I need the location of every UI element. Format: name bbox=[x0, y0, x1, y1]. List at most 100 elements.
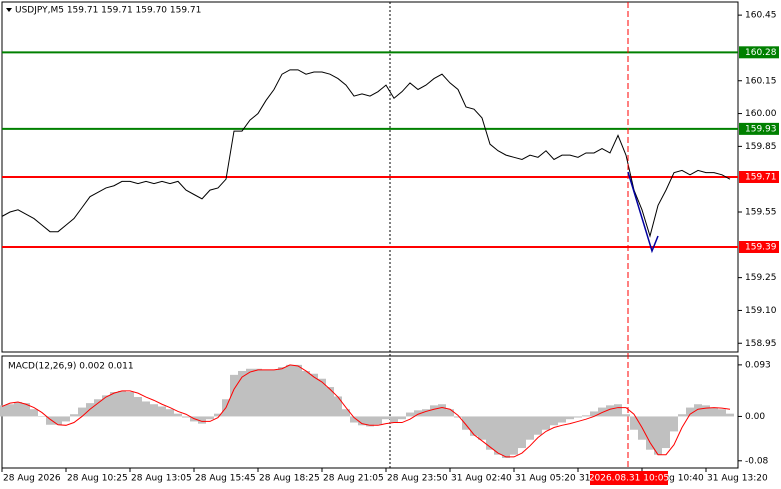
histogram-bar bbox=[174, 413, 182, 417]
histogram-bar bbox=[606, 405, 614, 417]
histogram-bar bbox=[654, 416, 662, 455]
x-tick-label: 31 Aug 10:40 bbox=[643, 474, 704, 484]
histogram-bar bbox=[422, 409, 430, 417]
histogram-bar bbox=[662, 416, 670, 449]
histogram-bar bbox=[398, 416, 406, 420]
x-tick-label: 31 Aug 02:40 bbox=[451, 474, 512, 484]
histogram-bar bbox=[102, 395, 110, 417]
histogram-bar bbox=[342, 409, 350, 417]
y-tick-label: 0.00 bbox=[745, 412, 765, 422]
histogram-bar bbox=[278, 367, 286, 417]
histogram-bar bbox=[262, 369, 270, 417]
histogram-bar bbox=[78, 407, 86, 417]
histogram-bar bbox=[0, 405, 6, 417]
histogram-bar bbox=[582, 415, 590, 417]
x-tick-label: 28 Aug 23:50 bbox=[387, 474, 448, 484]
histogram-bar bbox=[206, 416, 214, 420]
histogram-bar bbox=[246, 368, 254, 417]
histogram-bar bbox=[518, 416, 526, 449]
histogram-bar bbox=[470, 416, 478, 436]
histogram-bar bbox=[590, 411, 598, 417]
histogram-bar bbox=[558, 416, 566, 423]
histogram-bar bbox=[670, 416, 678, 432]
histogram-bar bbox=[230, 374, 238, 417]
histogram-bar bbox=[14, 402, 22, 417]
histogram-bar bbox=[118, 390, 126, 417]
y-tick-label: 158.95 bbox=[745, 339, 777, 349]
y-tick-label: 159.10 bbox=[745, 306, 777, 316]
y-tick-label: 160.00 bbox=[745, 109, 777, 119]
histogram-bar bbox=[566, 416, 574, 420]
histogram-bar bbox=[254, 368, 262, 417]
y-tick-label: 159.25 bbox=[745, 273, 777, 283]
histogram-bar bbox=[486, 416, 494, 450]
x-tick-label: 28 Aug 13:05 bbox=[131, 474, 192, 484]
x-tick-label: 28 Aug 15:45 bbox=[195, 474, 256, 484]
level-label: 159.93 bbox=[745, 124, 777, 134]
histogram-bar bbox=[158, 406, 166, 417]
histogram-bar bbox=[406, 412, 414, 417]
histogram-bar bbox=[326, 387, 334, 417]
histogram-bar bbox=[646, 416, 654, 450]
histogram-bar bbox=[318, 378, 326, 417]
histogram-bar bbox=[630, 416, 638, 430]
y-tick-label: 160.45 bbox=[745, 11, 777, 21]
histogram-bar bbox=[358, 416, 366, 426]
histogram-bar bbox=[182, 416, 190, 418]
histogram-bar bbox=[438, 404, 446, 417]
histogram-bar bbox=[38, 416, 46, 417]
histogram-bar bbox=[414, 410, 422, 417]
histogram-bar bbox=[30, 409, 38, 417]
histogram-bar bbox=[142, 401, 150, 417]
histogram-bar bbox=[46, 416, 54, 425]
x-tick-label: 28 Aug 21:05 bbox=[323, 474, 384, 484]
y-tick-label: -0.08 bbox=[745, 456, 769, 466]
histogram-bar bbox=[110, 392, 118, 417]
histogram-bar bbox=[286, 364, 294, 417]
x-tick-label: 28 Aug 10:25 bbox=[67, 474, 128, 484]
histogram-bar bbox=[150, 404, 158, 417]
histogram-bar bbox=[214, 413, 222, 417]
histogram-bar bbox=[310, 373, 318, 417]
trend-line bbox=[627, 171, 659, 254]
histogram-bar bbox=[622, 414, 630, 417]
histogram-bar bbox=[686, 407, 694, 417]
histogram-bar bbox=[502, 416, 510, 459]
level-label-box bbox=[739, 46, 779, 59]
histogram-bar bbox=[462, 416, 470, 430]
histogram-bar bbox=[574, 416, 582, 418]
x-tick-label: 31 Aug 13:20 bbox=[707, 474, 768, 484]
histogram-bar bbox=[334, 396, 342, 417]
crosshair-label-box bbox=[590, 471, 668, 485]
histogram-bar bbox=[374, 416, 382, 425]
histogram-bar bbox=[526, 416, 534, 440]
level-label-box bbox=[739, 122, 779, 135]
price-line bbox=[1, 69, 731, 238]
histogram-bar bbox=[134, 397, 142, 417]
histogram-bar bbox=[70, 414, 78, 417]
histogram-bar bbox=[430, 405, 438, 417]
x-tick-label: 28 Aug 18:25 bbox=[259, 474, 320, 484]
y-tick-label: 0.093 bbox=[745, 360, 771, 370]
histogram-bar bbox=[454, 416, 462, 418]
histogram-bar bbox=[614, 404, 622, 417]
level-label: 159.39 bbox=[745, 243, 777, 253]
histogram-bar bbox=[94, 399, 102, 417]
histogram-bar bbox=[678, 414, 686, 417]
x-tick-label: 28 Aug 2026 bbox=[3, 474, 61, 484]
histogram-bar bbox=[550, 416, 558, 426]
histogram-bar bbox=[350, 416, 358, 423]
histogram-bar bbox=[726, 413, 734, 417]
histogram-bar bbox=[382, 416, 390, 420]
histogram-bar bbox=[294, 364, 302, 417]
histogram-bar bbox=[534, 416, 542, 435]
histogram-bar bbox=[62, 416, 70, 422]
histogram-bar bbox=[542, 416, 550, 430]
chart-header: USDJPY,M5 159.71 159.71 159.70 159.71 bbox=[15, 6, 201, 16]
level-label: 160.28 bbox=[745, 48, 777, 58]
level-label-box bbox=[739, 171, 779, 183]
histogram-bar bbox=[22, 403, 30, 417]
histogram-bar bbox=[366, 416, 374, 427]
